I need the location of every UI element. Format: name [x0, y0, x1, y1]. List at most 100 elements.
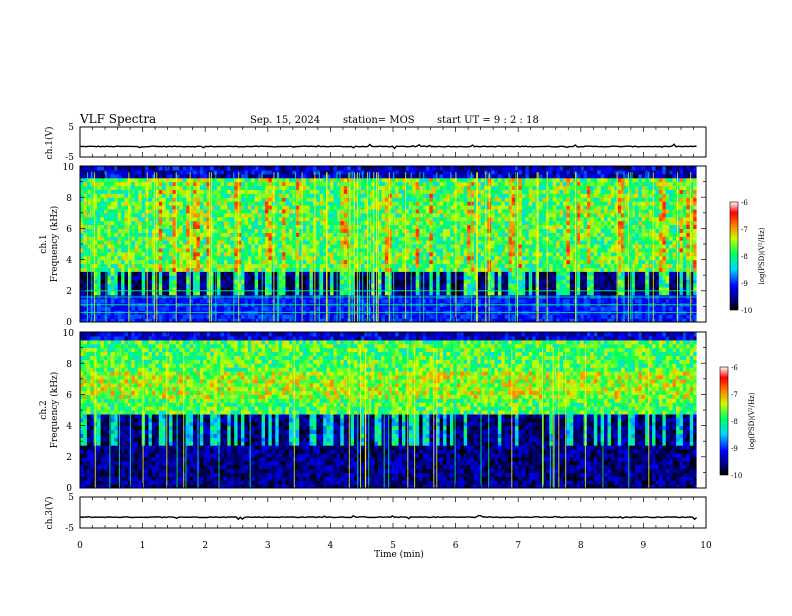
spectrogram-cell: [244, 260, 248, 265]
spectrogram-cell: [447, 264, 451, 269]
spectrogram-cell: [179, 283, 183, 288]
spectrogram-cell: [166, 248, 170, 253]
spectrogram-cell: [299, 178, 303, 183]
spectrogram-cell: [166, 205, 170, 210]
spectrogram-cell: [286, 186, 290, 191]
spectrogram-cell: [460, 267, 464, 272]
spectrogram-cell: [460, 291, 464, 296]
spectrogram-cell: [138, 193, 142, 198]
spectrogram-cell: [340, 213, 344, 218]
spectrogram-cell: [447, 209, 451, 214]
spectrogram-cell: [433, 201, 437, 206]
spectrogram-cell: [460, 201, 464, 206]
spectrogram-cell: [138, 264, 142, 269]
spectrogram-cell: [111, 267, 115, 272]
spectrogram-cell: [97, 291, 101, 296]
spectrogram-cell: [83, 267, 87, 272]
spectrogram-cell: [125, 182, 129, 187]
spectrogram-cell: [125, 170, 129, 175]
spectrogram-cell: [97, 314, 101, 319]
spectrogram-cell: [286, 166, 290, 171]
spectrogram-cell: [258, 252, 262, 256]
spectrogram-cell: [138, 166, 142, 171]
spectrogram-cell: [138, 201, 142, 206]
spectrogram-cell: [447, 170, 451, 175]
spectrogram-cell: [244, 178, 248, 183]
spectrogram-cell: [193, 209, 197, 214]
spectrogram-cell: [433, 267, 437, 272]
spectrogram-cell: [207, 275, 211, 280]
spectrogram-cell: [207, 260, 211, 265]
spectrogram-cell: [447, 193, 451, 198]
spectrogram-cell: [97, 306, 101, 311]
spectrogram-cell: [111, 275, 115, 280]
spectrogram-cell: [111, 283, 115, 288]
spectrogram-cell: [193, 260, 197, 265]
spectrogram-cell: [138, 189, 142, 194]
spectrogram-cell: [193, 193, 197, 198]
spectrogram-cell: [286, 240, 290, 245]
spectrogram-cell: [138, 217, 142, 222]
spectrogram-cell: [138, 260, 142, 265]
spectrogram-cell: [179, 244, 183, 249]
spectrogram-cell: [299, 189, 303, 194]
spectrogram-cell: [258, 182, 262, 187]
spectrogram-cell: [217, 197, 221, 202]
spectrogram-cell: [111, 314, 115, 319]
spectrogram-cell: [217, 174, 221, 179]
spectrogram-cell: [97, 182, 101, 187]
spectrogram-cell: [460, 182, 464, 187]
spectrogram-cell: [340, 260, 344, 265]
spectrogram-cell: [286, 283, 290, 288]
spectrogram-cell: [193, 267, 197, 272]
spectrogram-cell: [433, 174, 437, 179]
spectrogram-cell: [125, 201, 129, 206]
spectrogram-cell: [498, 314, 502, 319]
spectrogram-cell: [97, 217, 101, 222]
date-label: Sep. 15, 2024: [250, 115, 320, 126]
spectrogram-cell: [138, 209, 142, 214]
spectrogram-cell: [83, 228, 87, 233]
spectrogram-cell: [258, 275, 262, 280]
spectrogram-cell: [207, 232, 211, 237]
spectrogram-cell: [433, 225, 437, 230]
spectrogram-cell: [460, 256, 464, 261]
spectrogram-cell: [83, 252, 87, 256]
spectrogram-cell: [125, 271, 129, 276]
spectrogram-cell: [433, 252, 437, 256]
spectrogram-cell: [83, 314, 87, 319]
spectrogram-cell: [447, 240, 451, 245]
spectrogram-cell: [97, 178, 101, 183]
spectrogram-cell: [111, 189, 115, 194]
spectrogram-cell: [83, 283, 87, 288]
spectrogram-cell: [299, 252, 303, 256]
spectrogram-cell: [217, 182, 221, 187]
spectrogram-cell: [111, 232, 115, 237]
spectrogram-cell: [193, 279, 197, 284]
spectrogram-cell: [299, 221, 303, 226]
spectrogram-cell: [433, 221, 437, 226]
spectrogram-cell: [138, 271, 142, 276]
spectrogram-cell: [97, 228, 101, 233]
spectrogram-cell: [97, 279, 101, 284]
spectrogram-cell: [111, 244, 115, 249]
spectrogram-cell: [217, 186, 221, 191]
spectrogram-cell: [244, 291, 248, 296]
spectrogram-cell: [340, 170, 344, 175]
spectrogram-cell: [125, 205, 129, 210]
spectrogram-cell: [460, 166, 464, 171]
spectrogram-cell: [340, 174, 344, 179]
spectrogram-cell: [447, 279, 451, 284]
spectrogram-cell: [111, 217, 115, 222]
spectrogram-cell: [460, 236, 464, 241]
spectrogram-cell: [217, 271, 221, 276]
spectrogram-cell: [97, 201, 101, 206]
spectrogram-cell: [138, 248, 142, 253]
spectrogram-cell: [207, 189, 211, 194]
spectrogram-cell: [207, 236, 211, 241]
spectrogram-cell: [207, 193, 211, 198]
spectrogram-cell: [179, 189, 183, 194]
spectrogram-cell: [258, 197, 262, 202]
spectrogram-cell: [433, 213, 437, 218]
spectrogram-cell: [286, 193, 290, 198]
